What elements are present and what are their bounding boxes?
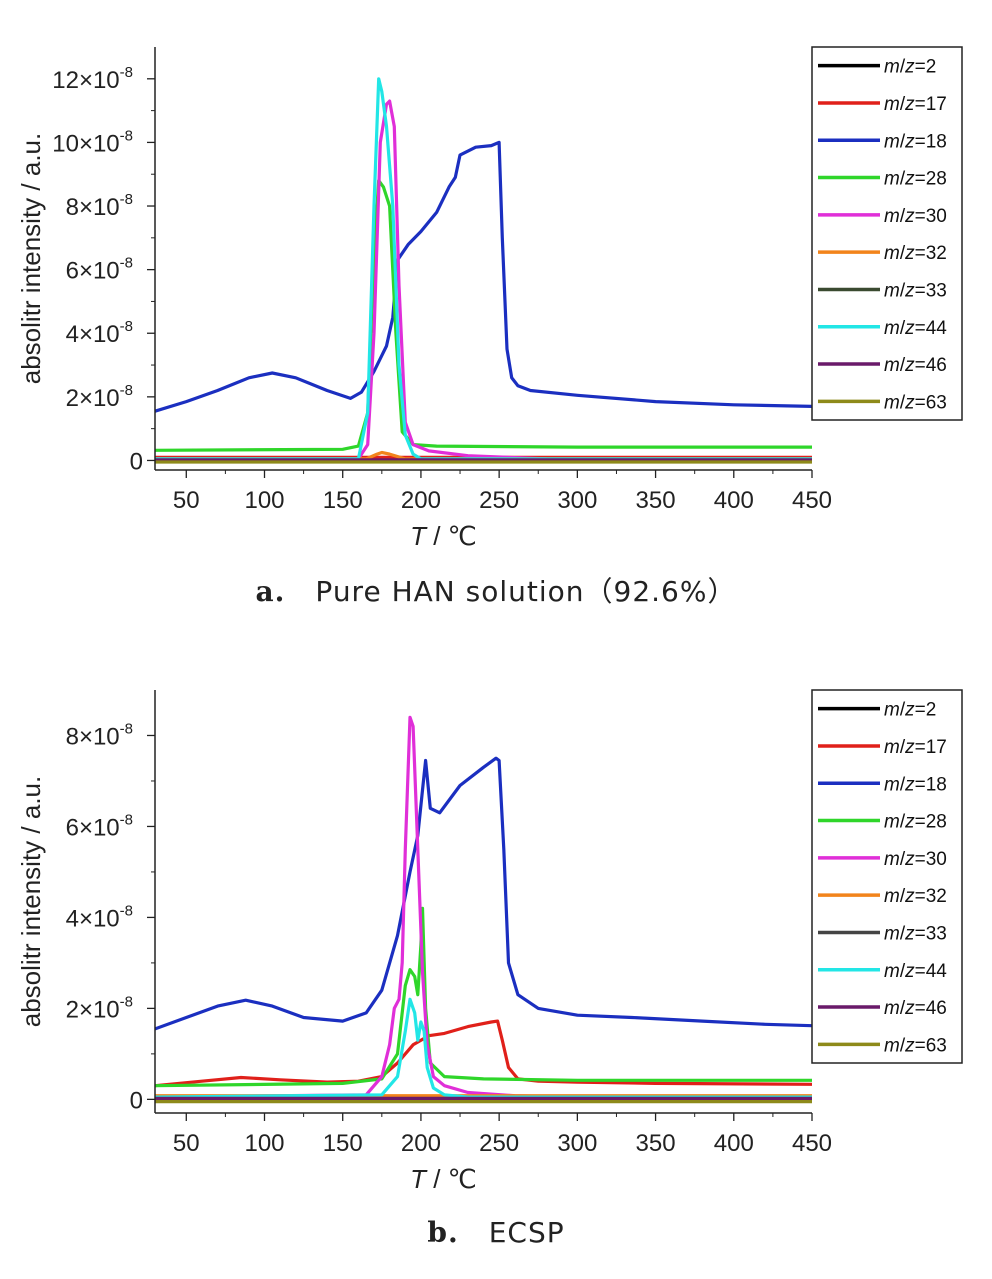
x-tick-label: 50 — [173, 487, 200, 514]
legend-label: m/z=28 — [884, 812, 947, 833]
y-tick-label: 4×10-8 — [66, 318, 133, 348]
series-line-m-z-28 — [155, 906, 812, 1088]
series-line-m-z-30 — [155, 715, 580, 1099]
y-tick-label: 12×10-8 — [52, 64, 133, 94]
x-tick-label: 200 — [401, 1130, 441, 1157]
legend-label: m/z=63 — [884, 392, 947, 413]
x-axis-title: T / ℃ — [410, 521, 477, 551]
y-axis-title: absolitr intensity / a.u. — [16, 776, 46, 1027]
legend-label: m/z=17 — [884, 737, 947, 758]
x-tick-label: 450 — [792, 487, 832, 514]
legend-label: m/z=18 — [884, 131, 947, 152]
y-tick-label: 2×10-8 — [66, 993, 133, 1023]
plot-area — [155, 77, 812, 464]
series-line-m-z-28 — [155, 179, 812, 452]
x-tick-label: 350 — [636, 487, 676, 514]
caption-a: a. Pure HAN solution（92.6%） — [0, 570, 992, 610]
legend-label: m/z=32 — [884, 243, 947, 264]
x-tick-label: 100 — [244, 1130, 284, 1157]
x-tick-label: 350 — [636, 1130, 676, 1157]
legend-label: m/z=18 — [884, 774, 947, 795]
legend-label: m/z=28 — [884, 169, 947, 190]
legend-label: m/z=44 — [884, 961, 947, 982]
series-line-m-z-44 — [155, 997, 812, 1099]
legend-label: m/z=46 — [884, 355, 947, 376]
x-tick-label: 100 — [244, 487, 284, 514]
y-tick-label: 2×10-8 — [66, 382, 133, 412]
legend-box — [811, 689, 963, 1064]
series-line-m-z-30 — [155, 99, 548, 461]
legend-label: m/z=30 — [884, 849, 947, 870]
caption-a-text: Pure HAN solution（92.6%） — [315, 575, 737, 608]
y-tick-label: 10×10-8 — [52, 127, 133, 157]
chart-panel-a: 50 100 150 200 250 300 350 400 450 0 2×10-8 4×10-8 6… — [0, 0, 992, 560]
legend-label: m/z=33 — [884, 923, 947, 944]
y-tick-label: 6×10-8 — [66, 255, 133, 285]
chart-panel-b: 50 100 150 200 250 300 350 400 450 0 2×10-8 4×10-8 6… — [0, 640, 992, 1200]
legend-label: m/z=17 — [884, 94, 947, 115]
y-tick-label: 8×10-8 — [66, 191, 133, 221]
series-line-m-z-44 — [155, 77, 812, 461]
line-chart-a: 50 100 150 200 250 300 350 400 450 0 2×10-8 4×10-8 6… — [16, 46, 963, 551]
x-tick-label: 250 — [479, 487, 519, 514]
caption-b-text: ECSP — [488, 1216, 565, 1249]
y-tick-label: 6×10-8 — [66, 811, 133, 841]
x-tick-label: 400 — [714, 487, 754, 514]
x-tick-label: 150 — [323, 487, 363, 514]
series-line-m-z-17 — [155, 1019, 812, 1088]
y-tick-label: 0 — [130, 448, 143, 475]
legend-label: m/z=44 — [884, 318, 947, 339]
legend-box — [811, 46, 963, 421]
y-tick-label: 4×10-8 — [66, 902, 133, 932]
legend-label: m/z=33 — [884, 280, 947, 301]
y-tick-label: 8×10-8 — [66, 720, 133, 750]
legend-label: m/z=46 — [884, 998, 947, 1019]
caption-b-letter: b. — [427, 1216, 459, 1249]
x-tick-label: 50 — [173, 1130, 200, 1157]
legend-label: m/z=32 — [884, 886, 947, 907]
legend-label: m/z=63 — [884, 1035, 947, 1056]
x-tick-label: 300 — [557, 1130, 597, 1157]
legend-label: m/z=30 — [884, 206, 947, 227]
legend-label: m/z=2 — [884, 57, 936, 78]
x-tick-label: 250 — [479, 1130, 519, 1157]
caption-b: b. ECSP — [0, 1216, 992, 1249]
x-tick-label: 450 — [792, 1130, 832, 1157]
y-axis-title: absolitr intensity / a.u. — [16, 133, 46, 384]
caption-a-letter: a. — [255, 575, 286, 608]
y-tick-label: 0 — [130, 1087, 143, 1114]
x-tick-label: 150 — [323, 1130, 363, 1157]
x-axis-title: T / ℃ — [410, 1164, 477, 1194]
series-line-m-z-18 — [155, 756, 812, 1031]
line-chart-b: 50 100 150 200 250 300 350 400 450 0 2×10-8 4×10-8 6… — [16, 689, 963, 1194]
x-tick-label: 400 — [714, 1130, 754, 1157]
x-tick-label: 200 — [401, 487, 441, 514]
legend-label: m/z=2 — [884, 700, 936, 721]
series-line-m-z-18 — [155, 140, 812, 413]
plot-area — [155, 715, 812, 1104]
x-tick-label: 300 — [557, 487, 597, 514]
